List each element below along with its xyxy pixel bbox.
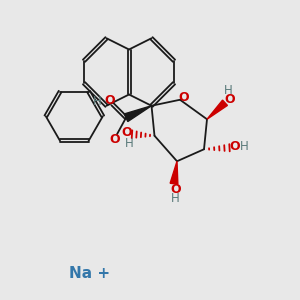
Text: H: H xyxy=(92,95,101,108)
Text: Na +: Na + xyxy=(69,266,111,280)
Text: O: O xyxy=(178,91,189,104)
Text: H: H xyxy=(224,84,232,97)
Text: H: H xyxy=(171,192,180,205)
Text: O: O xyxy=(104,94,115,107)
Text: H: H xyxy=(240,140,249,153)
Text: O: O xyxy=(170,183,181,196)
Polygon shape xyxy=(170,161,178,184)
Text: O: O xyxy=(109,133,120,146)
Text: O: O xyxy=(224,93,235,106)
Polygon shape xyxy=(124,106,152,122)
Polygon shape xyxy=(207,100,227,119)
Text: H: H xyxy=(124,137,134,150)
Text: O: O xyxy=(230,140,240,153)
Text: O: O xyxy=(121,126,132,139)
